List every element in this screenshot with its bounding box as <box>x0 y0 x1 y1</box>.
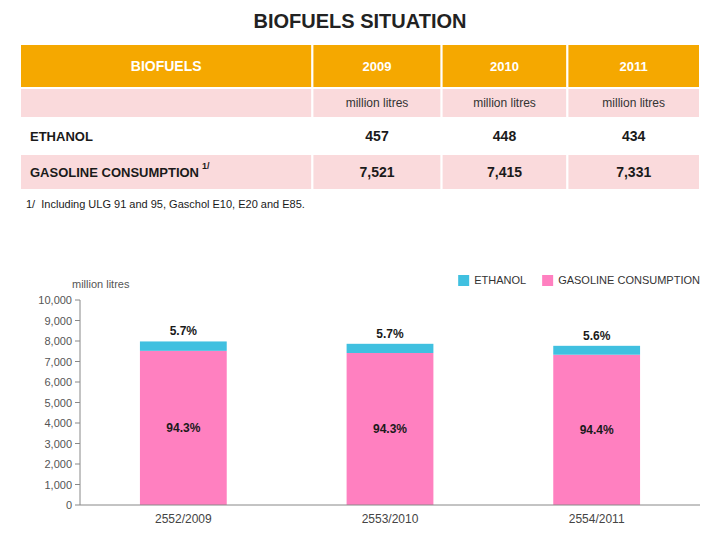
table-value: 434 <box>622 128 646 144</box>
y-tick-label: 8,000 <box>44 335 72 347</box>
table-header: 2011 <box>620 59 648 74</box>
page: BIOFUELS SITUATION BIOFUELS 2009 2010 2011 mi… <box>0 0 720 540</box>
table-cell <box>567 154 700 190</box>
table-value: 7,331 <box>616 164 651 180</box>
share-label: 5.6% <box>583 329 611 343</box>
table-row-label: GASOLINE CONSUMPTION <box>30 165 199 180</box>
table-units: million litres <box>473 96 536 110</box>
bar-segment <box>347 344 434 353</box>
table-cell <box>442 154 568 190</box>
table-cell <box>20 44 312 88</box>
y-tick <box>75 361 80 362</box>
x-tick-label: 2553/2010 <box>362 512 419 526</box>
y-tick-label: 5,000 <box>44 397 72 409</box>
table-header: BIOFUELS <box>131 58 202 74</box>
x-axis-line <box>80 505 700 506</box>
y-tick <box>75 464 80 465</box>
bar-segment <box>553 346 640 355</box>
y-tick-label: 6,000 <box>44 376 72 388</box>
share-label: 94.3% <box>373 422 407 436</box>
legend: ETHANOL GASOLINE CONSUMPTION <box>458 274 700 286</box>
table-cell <box>20 88 312 118</box>
bars <box>140 341 640 505</box>
table-cell <box>567 88 700 118</box>
table-value: 448 <box>493 128 517 144</box>
y-axis: 0 1,000 2,000 3,000 4,000 5,000 6,000 7,000 8,00… <box>38 294 80 511</box>
table-cell <box>442 44 568 88</box>
bar-labels: 94.3% 94.3% 94.4% 5.7% 5.7% 5.6% <box>166 324 614 436</box>
y-tick <box>75 341 80 342</box>
legend-entry: GASOLINE CONSUMPTION <box>558 274 700 286</box>
share-label: 5.7% <box>170 324 198 338</box>
table-header: 2010 <box>490 59 519 74</box>
y-tick-label: 3,000 <box>44 438 72 450</box>
bar-segment <box>140 351 227 505</box>
table-cell <box>442 88 568 118</box>
y-tick <box>75 423 80 424</box>
legend-entry: ETHANOL <box>474 274 526 286</box>
y-axis-line <box>80 300 81 505</box>
x-tick-label: 2554/2011 <box>569 512 625 526</box>
y-tick <box>75 402 80 403</box>
table-units: million litres <box>602 96 665 110</box>
share-label: 94.3% <box>166 421 200 435</box>
y-tick-label: 2,000 <box>44 458 72 470</box>
table-cell <box>567 44 700 88</box>
legend-swatch <box>542 275 553 286</box>
y-tick-label: 9,000 <box>44 315 72 327</box>
table-cell <box>567 118 700 154</box>
table-row-label: ETHANOL <box>30 129 93 144</box>
share-label: 94.4% <box>580 423 614 437</box>
table-units: million litres <box>346 96 409 110</box>
table-cell <box>312 154 441 190</box>
share-label: 5.7% <box>376 327 404 341</box>
table: BIOFUELS 2009 2010 2011 million litres millio… <box>20 44 700 190</box>
y-tick <box>75 300 80 301</box>
table-cell <box>312 44 441 88</box>
table-value: 7,415 <box>487 164 522 180</box>
y-tick-label: 0 <box>66 499 72 511</box>
y-tick <box>75 505 80 506</box>
y-tick-label: 10,000 <box>38 294 72 306</box>
x-tick-label: 2552/2009 <box>155 512 212 526</box>
y-tick-label: 1,000 <box>44 479 72 491</box>
bar-segment <box>553 355 640 505</box>
table-value: 7,521 <box>359 164 394 180</box>
table-cell <box>20 118 312 154</box>
y-tick-label: 7,000 <box>44 356 72 368</box>
table-cell <box>442 118 568 154</box>
bar-segment <box>347 353 434 505</box>
y-tick <box>75 443 80 444</box>
table-cell <box>312 88 441 118</box>
y-tick <box>75 320 80 321</box>
title: BIOFUELS SITUATION <box>254 10 467 32</box>
table-cell <box>312 118 441 154</box>
footnote: 1/ Including ULG 91 and 95, Gaschol E10,… <box>26 198 305 210</box>
x-axis: 2552/2009 2553/2010 2554/2011 <box>80 505 700 526</box>
y-tick <box>75 382 80 383</box>
y-tick-label: 4,000 <box>44 417 72 429</box>
table-cell <box>20 154 312 190</box>
legend-swatch <box>458 275 469 286</box>
table-header: 2009 <box>363 59 392 74</box>
y-tick <box>75 484 80 485</box>
bar-segment <box>140 341 227 350</box>
y-axis-label: million litres <box>72 278 130 290</box>
footnote-mark: 1/ <box>202 161 210 171</box>
table-value: 457 <box>365 128 389 144</box>
